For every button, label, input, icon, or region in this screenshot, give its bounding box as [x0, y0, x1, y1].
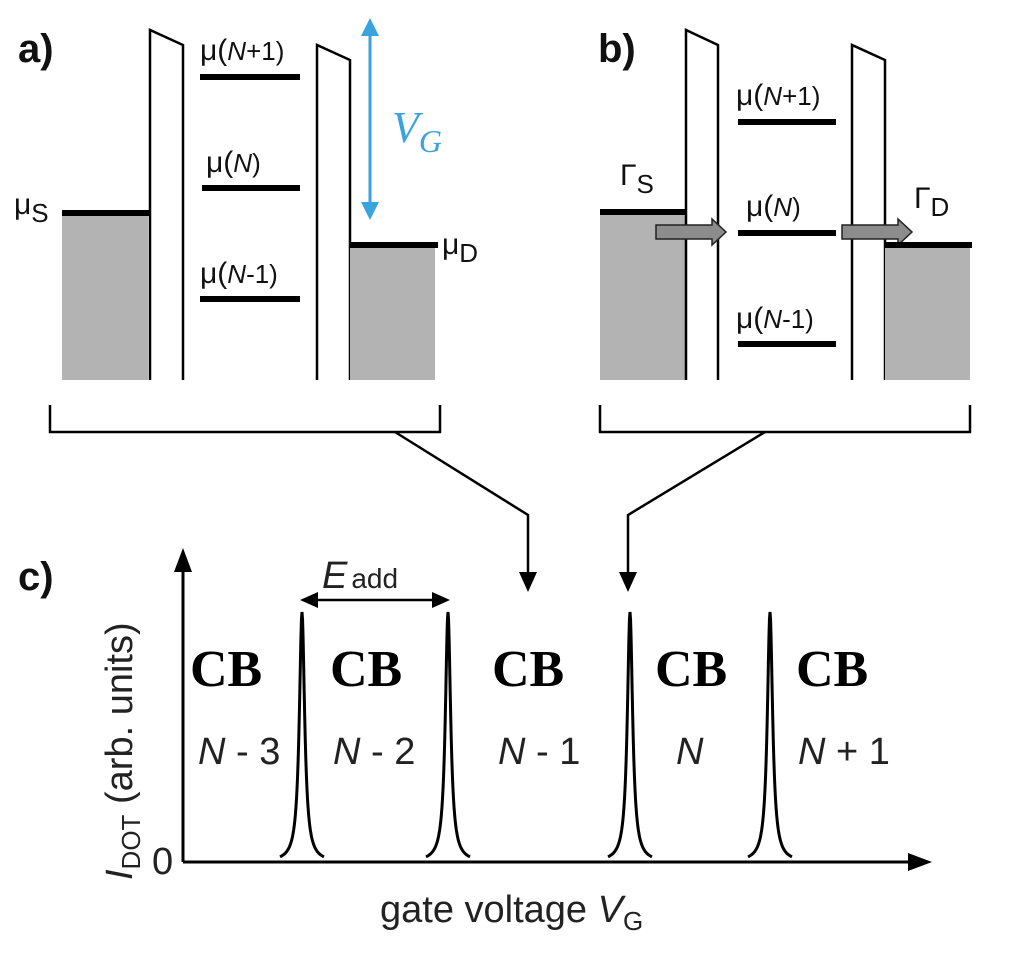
cb-label-2: CB: [330, 641, 402, 698]
level-n-label-a: μ(N): [206, 146, 261, 179]
bracket-b: [598, 405, 972, 434]
region-label-n-plus-1: N + 1: [798, 731, 890, 773]
level-n-plus-1-label-b: μ(N+1): [736, 79, 820, 112]
gate-voltage-label: VG: [392, 103, 442, 159]
conductance-peak: [425, 611, 471, 859]
source-reservoir-a: [62, 213, 148, 380]
source-reservoir-b: [600, 212, 685, 380]
level-n-minus-1-label-a: μ(N-1): [200, 257, 278, 290]
left-barrier-b: [684, 28, 720, 380]
cb-label-1: CB: [190, 641, 262, 698]
mu-drain-label-a: μD: [442, 228, 478, 268]
x-axis-arrowhead-icon: [908, 853, 932, 871]
panel-a: a) μS μ(N+1) μ(N) μ(N-1) μD: [14, 18, 478, 434]
cb-label-5: CB: [796, 641, 868, 698]
connector-b-arrowhead-icon: [619, 572, 637, 592]
level-n-plus-1-label-a: μ(N+1): [200, 34, 284, 67]
conductance-peak: [279, 611, 325, 859]
cb-label-4: CB: [655, 641, 727, 698]
region-label-n: N: [676, 731, 704, 773]
right-barrier-a: [315, 43, 352, 380]
y-axis-arrowhead-icon: [174, 548, 192, 572]
conductance-peaks: [279, 611, 793, 859]
panel-c-label: c): [18, 555, 54, 599]
drain-reservoir-a: [350, 245, 435, 380]
right-barrier-b: [850, 43, 887, 380]
e-add-arrow: [300, 592, 450, 608]
connector-a-arrowhead-icon: [519, 572, 537, 592]
x-axis-label: gate voltage VG: [380, 889, 643, 936]
y-axis-label: IDOT (arb. units): [99, 622, 146, 880]
mu-source-label-a: μS: [14, 188, 49, 228]
panel-b: b) ΓS μ(N+1) μ(N) μ(N-1) ΓD: [598, 27, 972, 434]
region-label-n-minus-3: N - 3: [198, 731, 280, 773]
panel-a-label: a): [18, 27, 54, 71]
panel-c: c) 0 IDOT (arb. units) gate voltage VG E…: [18, 548, 932, 936]
gamma-drain-label-b: ΓD: [914, 182, 949, 222]
level-n-label-b: μ(N): [746, 190, 801, 223]
level-n-minus-1-label-b: μ(N-1): [736, 302, 814, 335]
drain-reservoir-b: [885, 245, 970, 380]
y-zero-label: 0: [152, 841, 173, 883]
conductance-peak: [747, 611, 793, 859]
gamma-source-label-b: ΓS: [620, 159, 654, 199]
region-label-n-minus-2: N - 2: [333, 731, 415, 773]
connector-b: [626, 430, 766, 585]
region-label-n-minus-1: N - 1: [498, 731, 580, 773]
bracket-a: [48, 405, 442, 434]
connector-arrows: [394, 430, 766, 592]
tunnel-arrow-out-icon: [841, 217, 914, 247]
panel-b-label: b): [598, 27, 636, 71]
gate-voltage-arrow: [361, 18, 379, 220]
tunnel-arrow-in-icon: [655, 217, 728, 247]
cb-label-3: CB: [492, 641, 564, 698]
conductance-peak: [607, 611, 653, 859]
connector-a: [394, 430, 530, 585]
left-barrier-a: [148, 28, 185, 380]
